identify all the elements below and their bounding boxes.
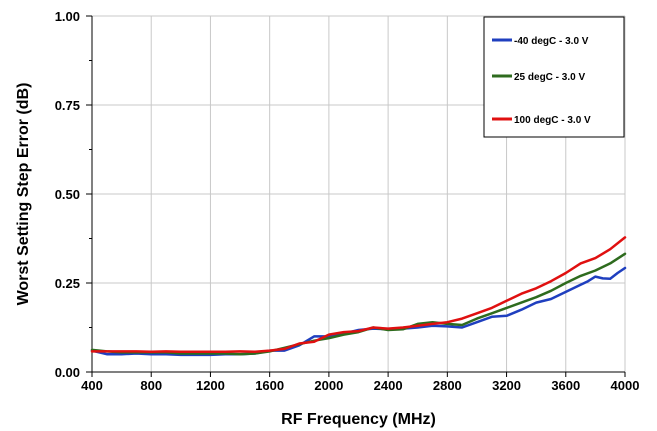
series-line-2 — [90, 236, 627, 353]
y-tick-label: 0.00 — [55, 365, 80, 380]
x-tick-label: 2400 — [374, 378, 403, 393]
x-tick-label: 400 — [81, 378, 103, 393]
y-tick-label: 0.50 — [55, 187, 80, 202]
legend-label-0: -40 degC - 3.0 V — [514, 36, 589, 47]
x-tick-label: 800 — [140, 378, 162, 393]
axes — [86, 15, 626, 377]
x-tick-label: 1200 — [196, 378, 225, 393]
y-tick-label: 1.00 — [55, 9, 80, 24]
legend-label-2: 100 degC - 3.0 V — [514, 115, 591, 126]
x-axis-title: RF Frequency (MHz) — [281, 411, 436, 428]
series-line-0 — [90, 266, 627, 357]
x-tick-label: 2000 — [314, 378, 343, 393]
legend: -40 degC - 3.0 V 25 degC - 3.0 V 100 degC … — [483, 16, 625, 138]
x-tick-label: 3200 — [492, 378, 521, 393]
y-tick-label: 0.25 — [55, 276, 80, 291]
series-group — [90, 236, 627, 357]
x-tick-label: 4000 — [611, 378, 640, 393]
series-line-1 — [90, 252, 627, 356]
y-axis-title: Worst Setting Step Error (dB) — [15, 83, 32, 306]
x-tick-label: 2800 — [433, 378, 462, 393]
grid — [92, 15, 626, 372]
y-tick-labels: 0.00 0.25 0.50 0.75 1.00 — [55, 9, 80, 380]
x-tick-label: 3600 — [551, 378, 580, 393]
y-tick-label: 0.75 — [55, 98, 80, 113]
x-tick-label: 1600 — [255, 378, 284, 393]
legend-label-1: 25 degC - 3.0 V — [514, 72, 585, 83]
x-tick-labels: 400 800 1200 1600 2000 2400 2800 3200 3600 4000 — [81, 378, 639, 393]
